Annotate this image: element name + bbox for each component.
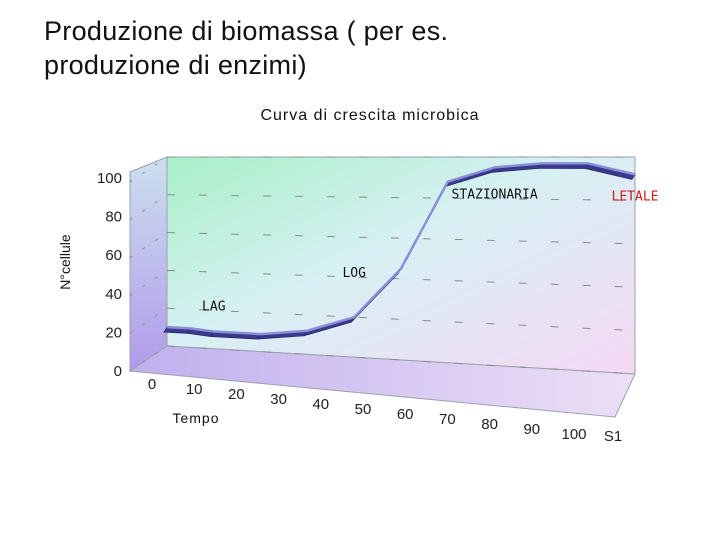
chart-title: Curva di crescita microbica [260,107,479,124]
x-tick-label-50: 50 [355,401,372,418]
x-tick-label-70: 70 [439,411,456,428]
x-tick-label-80: 80 [481,416,498,433]
x-tick-label-90: 90 [523,421,540,438]
y-tick-label-40: 40 [105,286,122,303]
x-tick-label-60: 60 [397,406,414,423]
x-tick-label-0: 0 [148,376,156,393]
gridline-20 [166,307,636,332]
y-axis-label: N°cellule [57,234,73,290]
chart-side-wall [129,156,168,372]
y-axis-ticks: 0 20 40 60 80 100 [97,170,122,380]
y-tick-label-0: 0 [114,363,122,380]
phase-label-lag: LAG [202,299,226,314]
y-tick-label-100: 100 [97,170,122,187]
x-axis-ticks: 0 10 20 30 40 50 60 70 80 90 100 [148,376,587,443]
x-tick-label-30: 30 [270,391,287,408]
gridline-60 [166,232,636,245]
curve-top-line [166,162,636,336]
x-tick-label-10: 10 [186,381,203,398]
x-axis-label: Tempo [172,410,219,426]
gridlines [129,156,636,375]
y-tick-label-60: 60 [105,247,122,264]
y-tick-label-20: 20 [105,324,122,341]
gridline-80 [166,194,636,201]
phase-label-stazionaria: STAZIONARIA [452,188,538,203]
slide-title: Produzione di biomassa ( per es. produzi… [44,14,684,82]
slide-title-line-1: Produzione di biomassa ( per es. [44,16,449,46]
gridline-0 [166,345,636,375]
chart-back-wall [166,156,636,375]
phase-label-log: LOG [342,266,366,281]
x-tick-label-20: 20 [228,386,245,403]
growth-curve [163,162,636,340]
y-tick-label-80: 80 [105,209,122,226]
phase-annotations: LAG LOG STAZIONARIA LETALE [202,188,658,315]
chart-floor [128,345,636,418]
series-label: S1 [604,428,622,445]
x-tick-label-100: 100 [561,426,586,443]
phase-label-letale: LETALE [612,189,659,204]
slide-title-line-2: produzione di enzimi) [44,50,307,80]
gridline-40 [166,269,636,288]
x-tick-label-40: 40 [312,396,329,413]
